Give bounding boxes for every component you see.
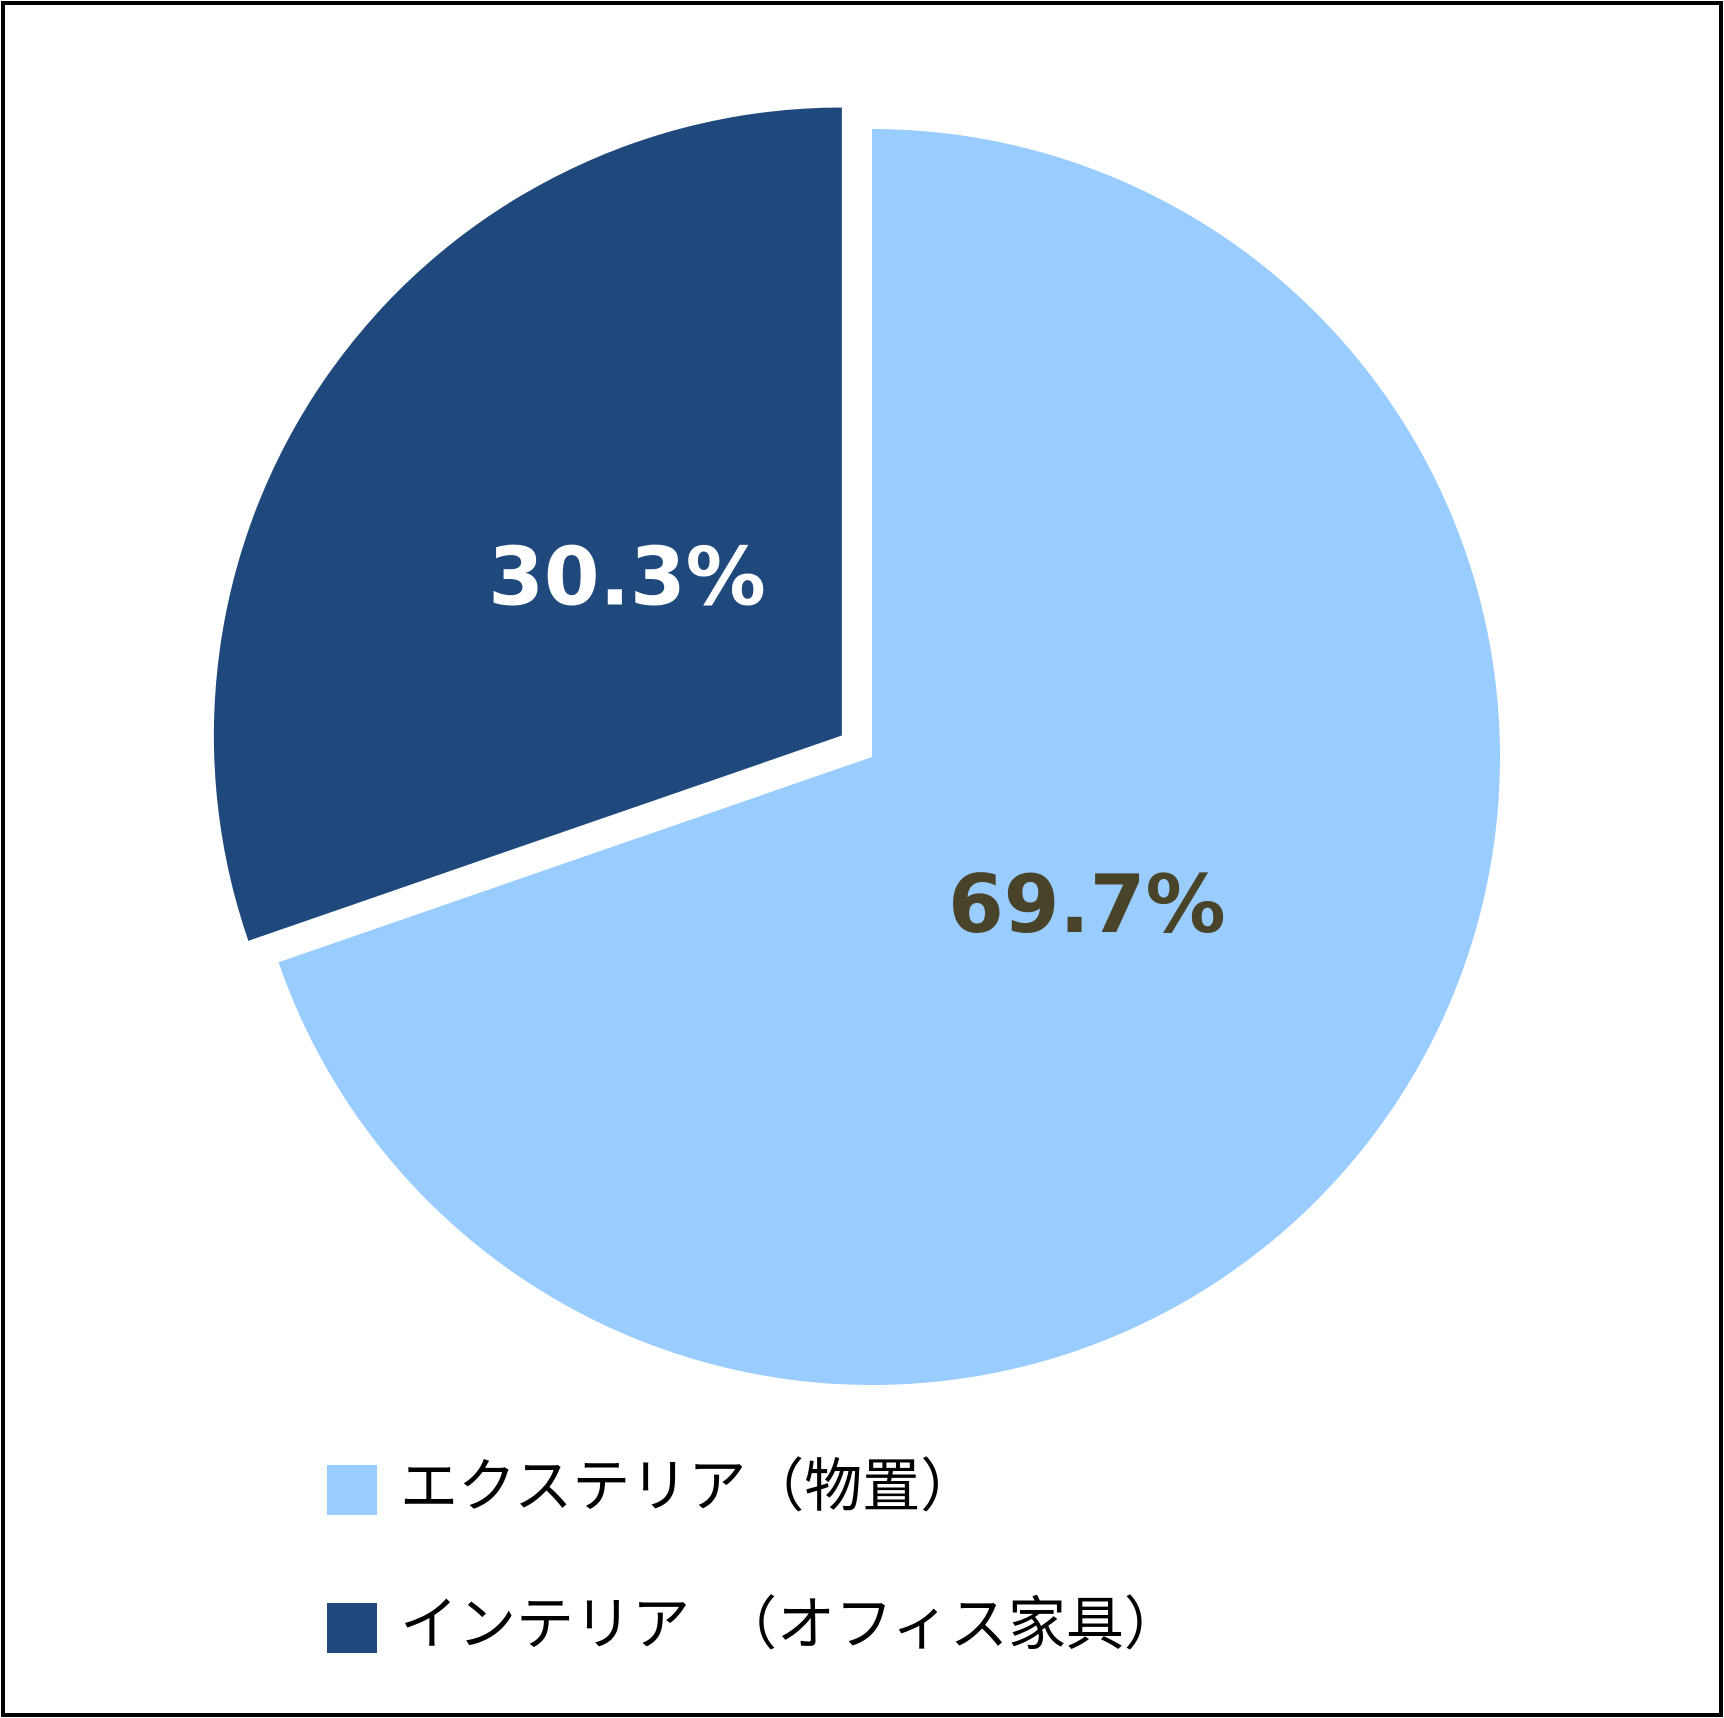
slice-label: 69.7% (948, 858, 1226, 951)
pie-slice (213, 107, 842, 941)
legend-label: インテリア （オフィス家具） (400, 1590, 1182, 1658)
pie-slice (278, 129, 1501, 1386)
legend-label: エクステリア（物置） (400, 1452, 978, 1520)
slice-label: 30.3% (488, 530, 766, 623)
legend-swatch (327, 1603, 377, 1653)
legend-swatch (327, 1465, 377, 1515)
